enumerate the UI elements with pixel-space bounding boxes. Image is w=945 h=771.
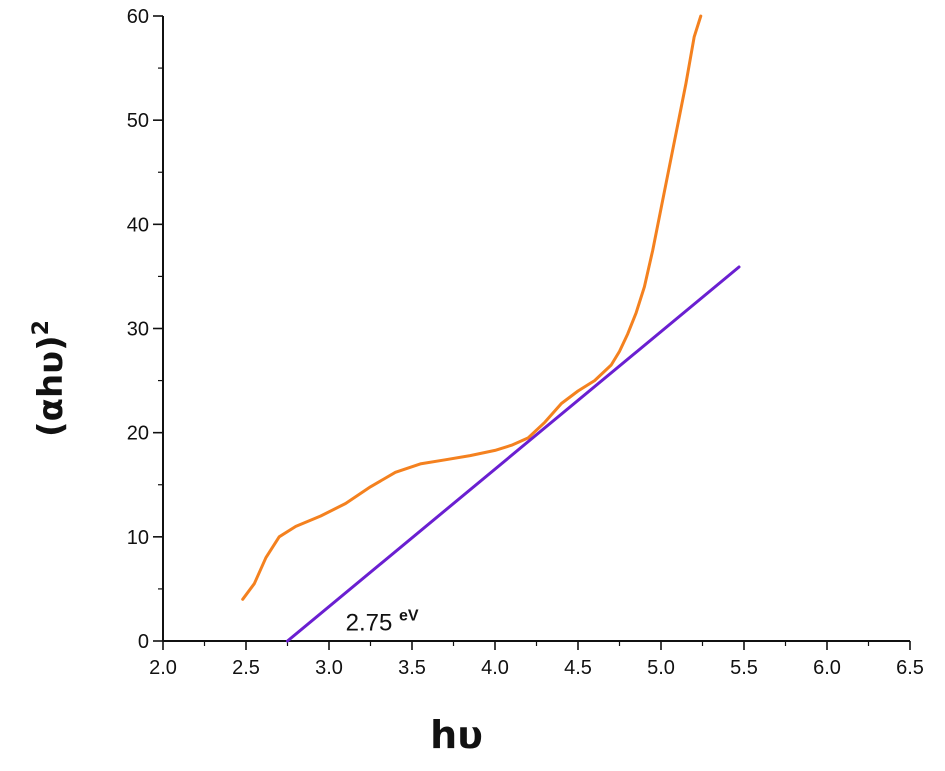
series-layer: [241, 14, 741, 643]
y-tick-label: 30: [127, 319, 149, 341]
x-tick-label: 4.5: [564, 657, 592, 679]
annotation-layer: 2.75 eV: [346, 608, 419, 637]
y-axis-title: (αhυ)2: [29, 320, 71, 437]
x-tick-label: 4.0: [481, 657, 509, 679]
x-tick-label: 2.5: [232, 657, 260, 679]
y-tick-label: 0: [138, 631, 149, 653]
x-tick-label: 2.0: [149, 657, 177, 679]
y-axis-title-sup: 2: [29, 320, 54, 335]
x-tick-label: 5.0: [647, 657, 675, 679]
x-tick-label: 6.5: [896, 657, 924, 679]
y-tick-label: 40: [127, 214, 149, 236]
y-tick-label: 60: [127, 6, 149, 28]
x-tick-label: 6.0: [813, 657, 841, 679]
y-axis-title-base: (αhυ): [31, 335, 71, 437]
band-gap-annotation: 2.75 eV: [346, 608, 419, 637]
axes: 2.0 2.5 3.0 3.5 4.0 4.5 5.0 5.5 6.0 6.5 0 10 20 30 40 5…: [127, 6, 924, 679]
absorption-curve: [241, 14, 703, 601]
band-gap-value: 2.75: [346, 610, 399, 637]
y-tick-label: 10: [127, 527, 149, 549]
x-tick-label: 3.0: [315, 657, 343, 679]
band-gap-unit: eV: [399, 608, 419, 625]
tangent-line: [286, 265, 741, 643]
y-tick-label: 20: [127, 423, 149, 445]
x-tick-label: 5.5: [730, 657, 758, 679]
y-tick-label: 50: [127, 110, 149, 132]
x-axis-title: hυ: [430, 713, 483, 757]
axis-titles: hυ (αhυ)2: [29, 320, 483, 757]
x-tick-label: 3.5: [398, 657, 426, 679]
